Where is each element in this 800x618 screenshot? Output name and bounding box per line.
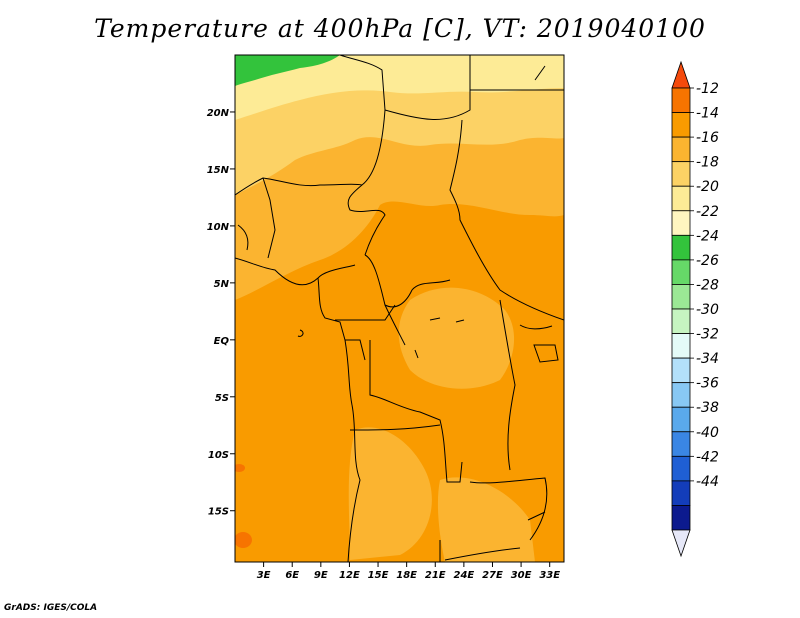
colorbar-swatch [671,136,691,163]
grads-credit: GrADS: IGES/COLA [4,603,98,613]
colorbar-swatch [671,480,691,506]
lat-tick-label: 5N [214,279,230,290]
colorbar-label: -18 [696,155,719,171]
colorbar-swatch [671,259,691,285]
lat-tick-label: 5S [215,393,229,404]
field-region-16c [348,427,432,560]
colorbar-label: -30 [696,302,719,318]
lon-tick-label: 6E [285,570,299,581]
colorbar-swatch [671,112,691,138]
plot-frame [234,54,565,563]
field-spot-12b [235,532,252,548]
field-region-16b [398,287,515,389]
lon-tick-label: 21E [425,570,446,581]
colorbar-label: -24 [696,228,719,244]
temperature-field [235,55,564,562]
colorbar-label: -22 [696,204,719,220]
colorbar-label: -36 [696,376,719,392]
colorbar-label: -28 [696,277,719,293]
colorbar-swatch [671,185,691,212]
colorbar-label: -38 [696,400,719,416]
latitude-axis: 20N 15N 10N 5N EQ 5S 10S 15S [207,108,235,518]
colorbar-label: -44 [696,474,719,490]
colorbar-swatch [671,505,691,531]
field-region-20 [235,55,564,120]
lon-tick-label: 27E [482,570,503,581]
colorbar-swatch [671,87,691,113]
colorbar-label: -20 [696,179,719,195]
colorbar-top-arrow [671,60,691,89]
colorbar-label: -16 [696,130,719,146]
colorbar-swatch [671,161,691,187]
longitude-axis: 3E 6E 9E 12E 15E 18E 21E 24E 27E 30E 33E [257,562,560,581]
field-region-22 [235,55,340,86]
country-borders [235,55,564,562]
colorbar-label: -42 [696,449,719,465]
field-region-16d [437,477,535,562]
lon-tick-label: 33E [539,570,560,581]
colorbar-swatch [671,284,691,310]
field-spot-12 [235,464,245,472]
lon-tick-label: 24E [453,570,474,581]
colorbar-label: -32 [696,327,719,343]
map-title: Temperature at 400hPa [C], VT: 201904010… [94,14,706,43]
lon-tick-label: 3E [257,570,271,581]
colorbar-swatch [671,333,691,359]
colorbar-label: -34 [696,351,719,367]
colorbar-swatch [671,455,691,482]
colorbar-label: -26 [696,253,719,269]
colorbar: -12 -14 -16 -18 -20 -22 -24 -26 -28 -30 -32 -34 -36 -… [671,60,719,558]
lon-tick-label: 12E [339,570,360,581]
colorbar-label: -40 [696,425,719,441]
lat-tick-label: 20N [207,108,230,119]
colorbar-label: -12 [696,81,719,97]
colorbar-swatch [671,406,691,433]
colorbar-swatch [671,210,691,236]
colorbar-swatch [671,308,691,334]
colorbar-swatch [671,431,691,457]
lat-tick-label: 15N [207,165,230,176]
lat-tick-label: EQ [214,336,230,347]
colorbar-bottom-arrow [671,529,691,558]
colorbar-swatch [671,234,691,261]
lon-tick-label: 30E [511,570,532,581]
lon-tick-label: 9E [314,570,328,581]
lon-tick-label: 18E [396,570,417,581]
colorbar-swatch [671,357,691,384]
colorbar-swatch [671,382,691,408]
lon-tick-label: 15E [368,570,389,581]
lat-tick-label: 10N [207,222,230,233]
colorbar-label: -14 [696,106,719,122]
lat-tick-label: 15S [208,507,229,518]
lat-tick-label: 10S [208,450,229,461]
